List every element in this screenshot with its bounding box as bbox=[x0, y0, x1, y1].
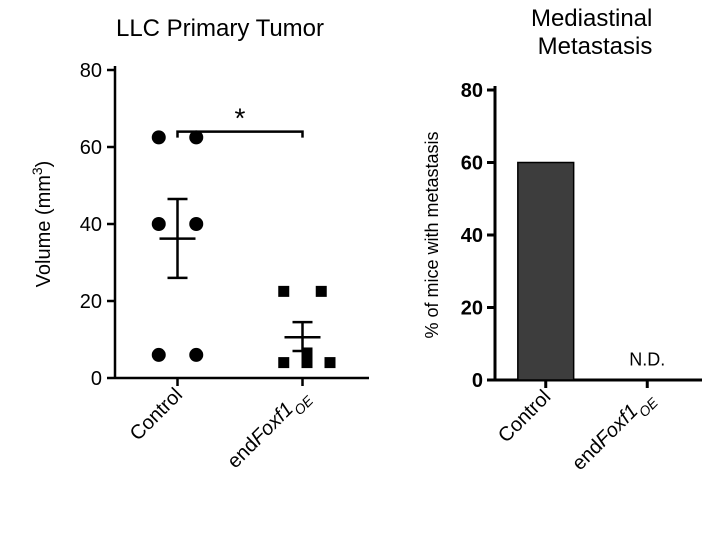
svg-text:0: 0 bbox=[91, 368, 102, 390]
svg-text:80: 80 bbox=[461, 80, 483, 102]
right-axes: 0 20 40 60 80 bbox=[461, 80, 702, 392]
svg-text:60: 60 bbox=[80, 137, 102, 159]
data-point bbox=[325, 357, 336, 368]
nd-label: N.D. bbox=[629, 350, 665, 370]
data-point bbox=[278, 357, 289, 368]
left-x-tick-labels: Control endFoxf1OE bbox=[126, 384, 317, 478]
x-tick-label: endFoxf1OE bbox=[568, 386, 662, 480]
right-bars bbox=[518, 163, 574, 381]
significance-star: * bbox=[235, 103, 246, 134]
data-point bbox=[152, 217, 166, 231]
right-chart-title: Mediastinal Metastasis bbox=[531, 5, 659, 60]
left-errorbars bbox=[160, 199, 321, 351]
data-point bbox=[152, 130, 166, 144]
mediastinal-metastasis-chart: Mediastinal Metastasis 0 20 40 60 80 % of mi… bbox=[400, 0, 720, 528]
figure-container: { "left_chart": { "type": "scatter", "ti… bbox=[0, 0, 724, 537]
left-axes: 0 20 40 60 80 bbox=[80, 60, 369, 390]
left-chart-title: LLC Primary Tumor bbox=[116, 15, 324, 42]
x-tick-label: Control bbox=[126, 384, 187, 445]
svg-text:80: 80 bbox=[80, 60, 102, 82]
data-point bbox=[189, 348, 203, 362]
right-y-axis-label: % of mice with metastasis bbox=[422, 131, 442, 338]
bar bbox=[518, 163, 574, 381]
right-x-tick-labels: ControlendFoxf1OE bbox=[494, 386, 661, 480]
svg-text:40: 40 bbox=[80, 214, 102, 236]
svg-text:60: 60 bbox=[461, 153, 483, 175]
left-scatter-points bbox=[152, 130, 336, 368]
svg-text:40: 40 bbox=[461, 225, 483, 247]
x-tick-label: Control bbox=[494, 386, 555, 447]
data-point bbox=[189, 217, 203, 231]
data-point bbox=[302, 357, 313, 368]
left-y-axis-label: Volume (mm3) bbox=[29, 161, 55, 288]
svg-text:20: 20 bbox=[80, 291, 102, 313]
significance-bracket: * bbox=[178, 103, 303, 138]
llc-primary-tumor-chart: LLC Primary Tumor 0 20 40 60 80 Volume (mm3)… bbox=[20, 8, 390, 528]
svg-text:20: 20 bbox=[461, 298, 483, 320]
x-tick-label: endFoxf1OE bbox=[223, 384, 317, 478]
data-point bbox=[152, 348, 166, 362]
data-point bbox=[316, 286, 327, 297]
data-point bbox=[278, 286, 289, 297]
svg-text:0: 0 bbox=[472, 370, 483, 392]
